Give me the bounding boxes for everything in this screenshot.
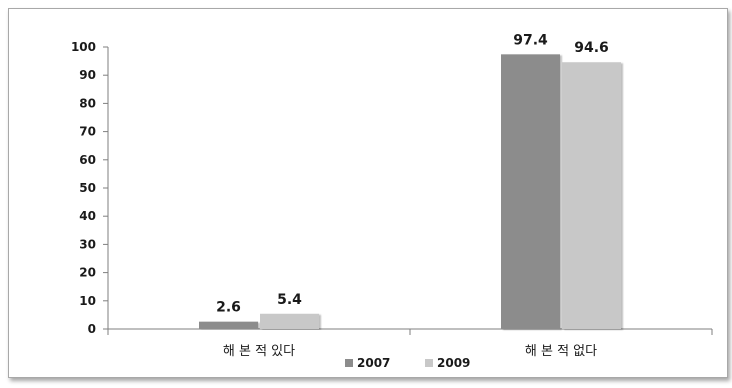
legend-label-2009: 2009 bbox=[437, 356, 470, 370]
bar-2007-1 bbox=[199, 321, 258, 329]
y-tick-label: 60 bbox=[79, 153, 96, 167]
bar-2009-1 bbox=[260, 313, 319, 329]
data-label-2009-1: 5.4 bbox=[277, 292, 302, 308]
y-tick-label: 40 bbox=[79, 209, 96, 223]
legend-swatch-2009 bbox=[425, 359, 433, 367]
bars bbox=[199, 54, 621, 330]
y-tick-label: 50 bbox=[79, 181, 96, 195]
legend-swatch-2007 bbox=[345, 359, 353, 367]
category-label: 해 본 적 있다 bbox=[223, 344, 295, 359]
legend: 2007 2009 bbox=[345, 356, 470, 370]
y-tick-label: 90 bbox=[79, 68, 96, 82]
y-tick-label: 80 bbox=[79, 96, 96, 110]
legend-label-2007: 2007 bbox=[357, 356, 390, 370]
data-label-2007-2: 97.4 bbox=[513, 32, 548, 48]
bar-2007-2 bbox=[501, 54, 560, 329]
category-label: 해 본 적 없다 bbox=[525, 344, 597, 359]
data-label-2007-1: 2.6 bbox=[216, 300, 241, 316]
y-tick-label: 20 bbox=[79, 266, 96, 280]
y-tick-label: 30 bbox=[79, 237, 96, 251]
y-tick-label: 100 bbox=[71, 40, 96, 54]
y-tick-label: 70 bbox=[79, 125, 96, 139]
data-label-2009-2: 94.6 bbox=[574, 40, 609, 56]
labels: 2.6 5.4 해 본 적 있다 97.4 94.6 해 본 적 없다 bbox=[216, 32, 609, 359]
bar-2009-2 bbox=[562, 62, 621, 330]
y-tick-label: 0 bbox=[88, 322, 96, 336]
y-tick-label: 10 bbox=[79, 294, 96, 308]
